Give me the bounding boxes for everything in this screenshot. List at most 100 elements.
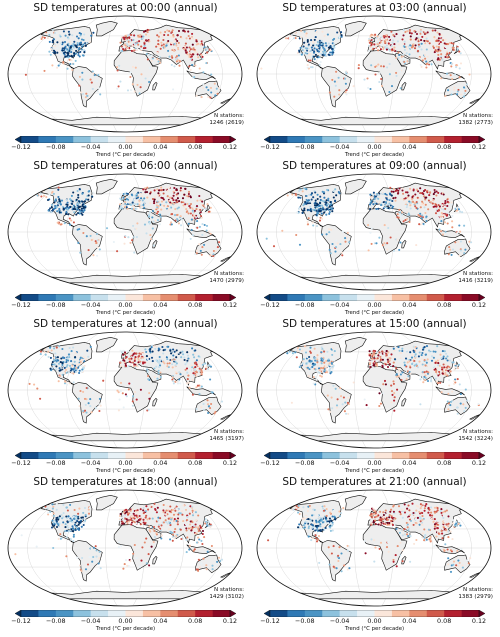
- station-marker: [413, 542, 416, 545]
- station-marker: [184, 506, 187, 509]
- station-marker: [442, 193, 445, 196]
- station-marker: [92, 191, 95, 194]
- colorbar-tick-label: −0.08: [295, 459, 315, 467]
- station-marker: [451, 390, 454, 393]
- station-marker: [122, 353, 125, 356]
- station-marker: [392, 510, 395, 513]
- station-marker: [324, 356, 327, 360]
- station-marker: [67, 42, 70, 45]
- station-marker: [333, 80, 336, 83]
- station-marker: [441, 528, 444, 531]
- station-marker: [57, 518, 60, 521]
- station-marker: [155, 45, 158, 48]
- station-marker: [173, 358, 176, 361]
- station-marker: [451, 361, 454, 364]
- station-marker: [335, 239, 338, 242]
- colorbar-segment: [391, 610, 410, 617]
- station-marker: [423, 509, 426, 512]
- landmass-antarctica: [41, 590, 210, 600]
- station-marker: [425, 503, 428, 506]
- station-marker: [153, 196, 157, 199]
- station-marker: [177, 206, 180, 209]
- station-marker: [411, 50, 414, 53]
- colorbar-segment: [287, 136, 306, 143]
- station-marker: [370, 227, 373, 230]
- station-marker: [168, 196, 171, 199]
- station-marker: [307, 535, 310, 538]
- landmass-greenland: [344, 336, 367, 353]
- station-marker: [444, 55, 447, 59]
- station-marker: [325, 359, 328, 363]
- station-marker: [404, 197, 407, 200]
- station-marker: [201, 233, 204, 236]
- station-marker: [424, 35, 427, 38]
- station-marker: [144, 516, 147, 519]
- station-marker: [176, 219, 179, 222]
- station-marker: [207, 405, 210, 408]
- station-marker: [78, 405, 81, 408]
- station-marker: [445, 352, 448, 355]
- station-marker: [397, 505, 401, 508]
- station-marker: [51, 346, 54, 349]
- station-marker: [171, 213, 174, 216]
- world-map: [256, 331, 492, 449]
- station-marker: [399, 215, 403, 218]
- station-marker: [81, 200, 84, 203]
- station-marker: [419, 223, 422, 226]
- station-markers: [14, 502, 224, 573]
- station-marker: [304, 515, 307, 518]
- station-marker: [321, 206, 324, 209]
- station-marker: [72, 517, 75, 520]
- station-marker: [130, 33, 133, 37]
- station-marker: [445, 366, 448, 369]
- colorbar-segment: [391, 452, 410, 459]
- station-marker: [371, 355, 374, 358]
- station-marker: [59, 361, 62, 364]
- station-marker: [437, 364, 440, 367]
- station-marker: [429, 200, 432, 203]
- station-marker: [312, 364, 315, 367]
- colorbar-segment: [142, 136, 161, 143]
- station-marker: [64, 526, 67, 529]
- station-marker: [340, 395, 343, 398]
- station-count: N stations: 1542 (3224): [458, 429, 493, 442]
- station-marker: [55, 346, 58, 349]
- landmass-south-america: [72, 224, 103, 266]
- colorbar-segment: [212, 136, 231, 143]
- station-marker: [55, 502, 58, 506]
- station-marker: [122, 192, 125, 196]
- station-marker: [313, 47, 316, 50]
- colorbar-tick-label: −0.12: [11, 459, 31, 467]
- station-marker: [348, 567, 351, 570]
- station-marker: [135, 522, 138, 525]
- station-marker: [329, 529, 332, 532]
- station-marker: [124, 517, 127, 520]
- station-marker: [425, 215, 428, 218]
- station-marker: [376, 357, 379, 360]
- colorbar-tick-label: −0.04: [329, 459, 350, 467]
- station-marker: [432, 46, 435, 49]
- station-marker: [345, 236, 348, 239]
- station-marker: [327, 197, 330, 200]
- station-marker: [451, 214, 454, 217]
- station-marker: [436, 39, 439, 42]
- station-marker: [332, 357, 335, 360]
- station-marker: [116, 87, 119, 90]
- station-marker: [368, 354, 371, 357]
- station-marker: [290, 401, 293, 404]
- station-marker: [389, 357, 392, 360]
- station-marker: [159, 213, 162, 216]
- station-marker: [159, 517, 162, 520]
- station-marker: [140, 83, 143, 86]
- station-marker: [154, 219, 157, 222]
- station-marker: [189, 237, 192, 240]
- station-marker: [191, 369, 194, 372]
- station-marker: [341, 251, 344, 254]
- station-marker: [302, 506, 305, 509]
- station-marker: [94, 545, 97, 548]
- station-marker: [416, 361, 419, 364]
- station-marker: [129, 560, 132, 563]
- station-marker: [401, 534, 404, 537]
- station-marker: [143, 44, 146, 47]
- station-marker: [143, 361, 146, 364]
